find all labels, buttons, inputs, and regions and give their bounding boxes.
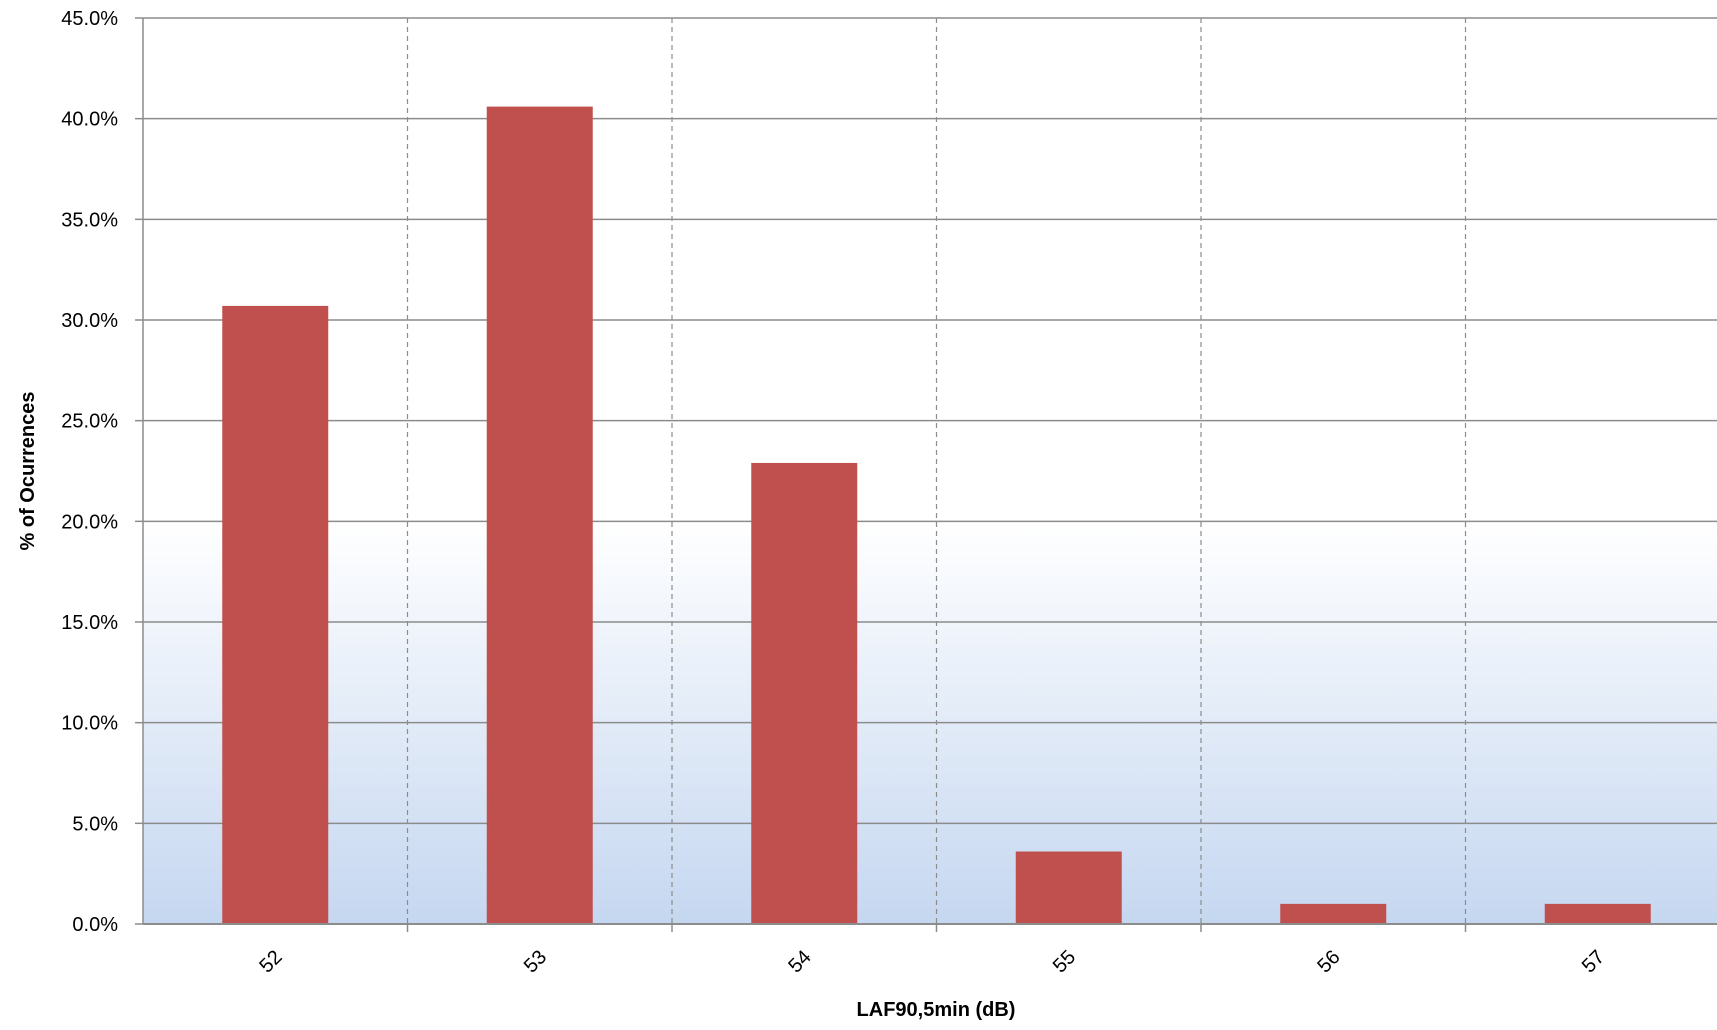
y-tick-label: 5.0%: [72, 813, 118, 835]
x-tick-label: 54: [784, 946, 815, 977]
x-tick-label: 57: [1578, 946, 1609, 977]
x-tick-label: 52: [255, 946, 286, 977]
y-tick-label: 40.0%: [61, 109, 118, 131]
y-tick-label: 20.0%: [61, 511, 118, 533]
y-tick-label: 35.0%: [61, 209, 118, 231]
x-axis-title: LAF90,5min (dB): [857, 999, 1016, 1021]
x-tick-label: 56: [1313, 946, 1344, 977]
bars: [222, 106, 1651, 924]
y-tick-label: 15.0%: [61, 612, 118, 634]
bar-54: [751, 462, 858, 924]
plot-area: [143, 18, 1717, 924]
y-axis-title: % of Ocurrences: [17, 392, 39, 551]
y-tick-label: 0.0%: [72, 914, 118, 936]
y-tick-label: 30.0%: [61, 310, 118, 332]
bar-52: [222, 305, 329, 924]
bar-53: [486, 106, 593, 924]
y-tick-label: 10.0%: [61, 713, 118, 735]
y-tick-label: 25.0%: [61, 411, 118, 433]
x-tick-label: 53: [520, 946, 551, 977]
bar-55: [1015, 851, 1122, 924]
y-tick-label: 45.0%: [61, 8, 118, 30]
gridlines: [143, 17, 1717, 924]
bar-56: [1280, 903, 1387, 924]
bar-57: [1544, 903, 1651, 924]
x-tick-label: 55: [1049, 946, 1080, 977]
axes: [135, 17, 1717, 932]
